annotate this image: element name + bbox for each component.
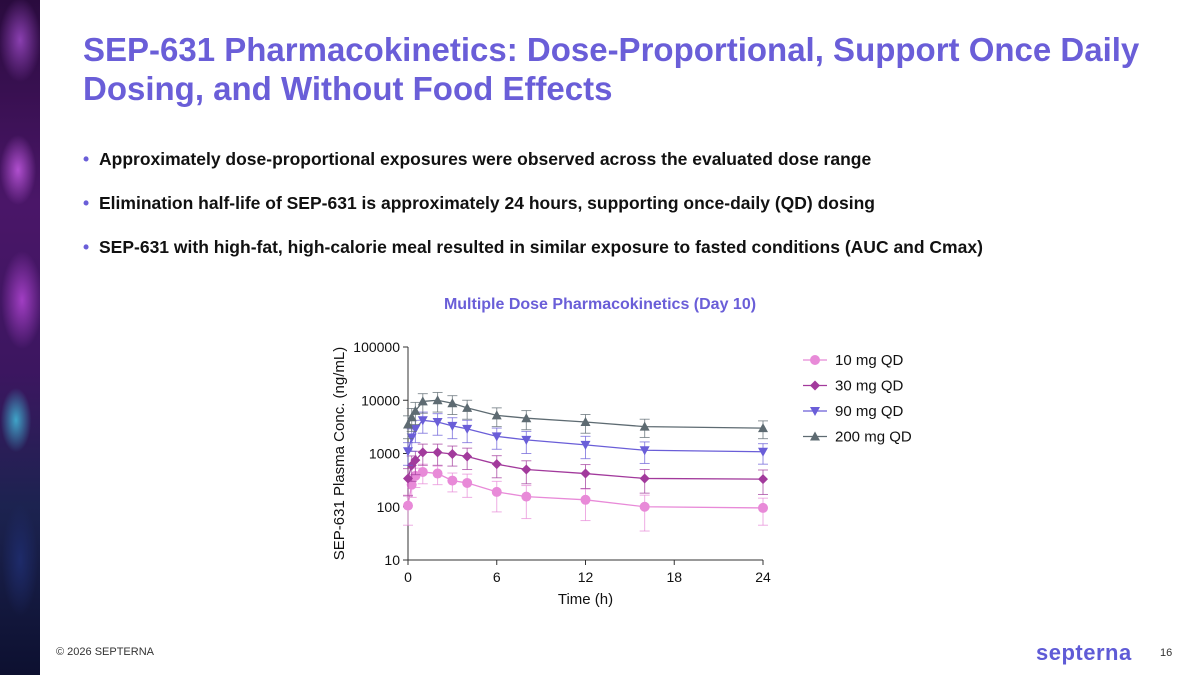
page-number: 16 [1160, 647, 1173, 659]
y-tick-label: 1000 [369, 446, 400, 462]
data-point [521, 413, 532, 423]
x-tick-label: 12 [578, 569, 594, 585]
data-point [580, 468, 591, 479]
data-point [491, 410, 502, 420]
data-point [639, 473, 650, 484]
bullet-marker: • [83, 149, 90, 169]
legend-label: 90 mg QD [835, 403, 904, 420]
data-point [447, 475, 458, 486]
data-point [403, 473, 413, 484]
data-point [491, 432, 502, 442]
copyright-footer: © 2026 SEPTERNA [56, 646, 154, 658]
data-point [639, 446, 650, 456]
bullet-marker: • [83, 237, 90, 257]
data-point [447, 448, 458, 459]
y-tick-label: 10 [384, 552, 400, 568]
data-point [406, 433, 417, 443]
data-point [410, 455, 421, 466]
legend-marker [810, 355, 820, 365]
legend-label: 30 mg QD [835, 378, 904, 395]
legend-label: 10 mg QD [835, 352, 904, 369]
data-point [403, 447, 413, 457]
data-point [639, 501, 650, 512]
data-point [417, 396, 428, 406]
y-tick-label: 10000 [361, 392, 400, 408]
data-point [580, 440, 591, 450]
data-point [462, 402, 473, 412]
data-point [758, 447, 768, 457]
data-point [406, 412, 417, 422]
data-point [491, 486, 502, 497]
bullet-list: • Approximately dose-proportional exposu… [83, 147, 983, 279]
data-point [410, 405, 421, 415]
septerna-logo: septerna [1036, 640, 1132, 665]
data-point [462, 477, 473, 488]
x-tick-label: 18 [666, 569, 682, 585]
data-point [462, 451, 473, 462]
data-point [432, 468, 443, 479]
legend-marker [810, 431, 820, 441]
data-point [758, 502, 768, 513]
data-point [462, 424, 473, 434]
data-point [403, 419, 413, 429]
data-point [521, 464, 532, 475]
data-point [403, 500, 413, 511]
bullet-text: Elimination half-life of SEP-631 is appr… [99, 193, 875, 213]
x-axis-label: Time (h) [558, 591, 613, 608]
data-point [521, 435, 532, 445]
data-point [580, 417, 591, 427]
y-tick-label: 100 [377, 499, 401, 515]
data-point [491, 459, 502, 470]
data-point [447, 398, 458, 408]
data-point [580, 494, 591, 505]
bullet-text: SEP-631 with high-fat, high-calorie meal… [99, 237, 983, 257]
data-point [417, 466, 428, 477]
y-axis-label: SEP-631 Plasma Conc. (ng/mL) [331, 347, 348, 560]
side-decorative-image [0, 0, 40, 675]
data-point [432, 395, 443, 405]
bullet-text: Approximately dose-proportional exposure… [99, 149, 872, 169]
x-tick-label: 6 [493, 569, 501, 585]
x-tick-label: 0 [404, 569, 412, 585]
x-tick-label: 24 [755, 569, 771, 585]
bullet-item: • Approximately dose-proportional exposu… [83, 147, 983, 191]
bullet-marker: • [83, 193, 90, 213]
data-point [521, 491, 532, 502]
data-point [432, 418, 443, 428]
slide-title: SEP-631 Pharmacokinetics: Dose-Proportio… [83, 31, 1140, 107]
data-point [447, 421, 458, 431]
data-point [639, 421, 650, 431]
data-point [758, 474, 768, 485]
chart-title: Multiple Dose Pharmacokinetics (Day 10) [443, 296, 757, 313]
data-point [758, 423, 768, 433]
bullet-item: • SEP-631 with high-fat, high-calorie me… [83, 235, 983, 279]
legend-label: 200 mg QD [835, 429, 912, 446]
data-point [417, 447, 428, 458]
legend-marker [810, 407, 820, 416]
bullet-item: • Elimination half-life of SEP-631 is ap… [83, 191, 983, 235]
y-tick-label: 100000 [353, 339, 400, 355]
data-point [417, 416, 428, 426]
data-point [410, 424, 421, 434]
data-point [432, 447, 443, 458]
legend-marker [810, 380, 820, 391]
